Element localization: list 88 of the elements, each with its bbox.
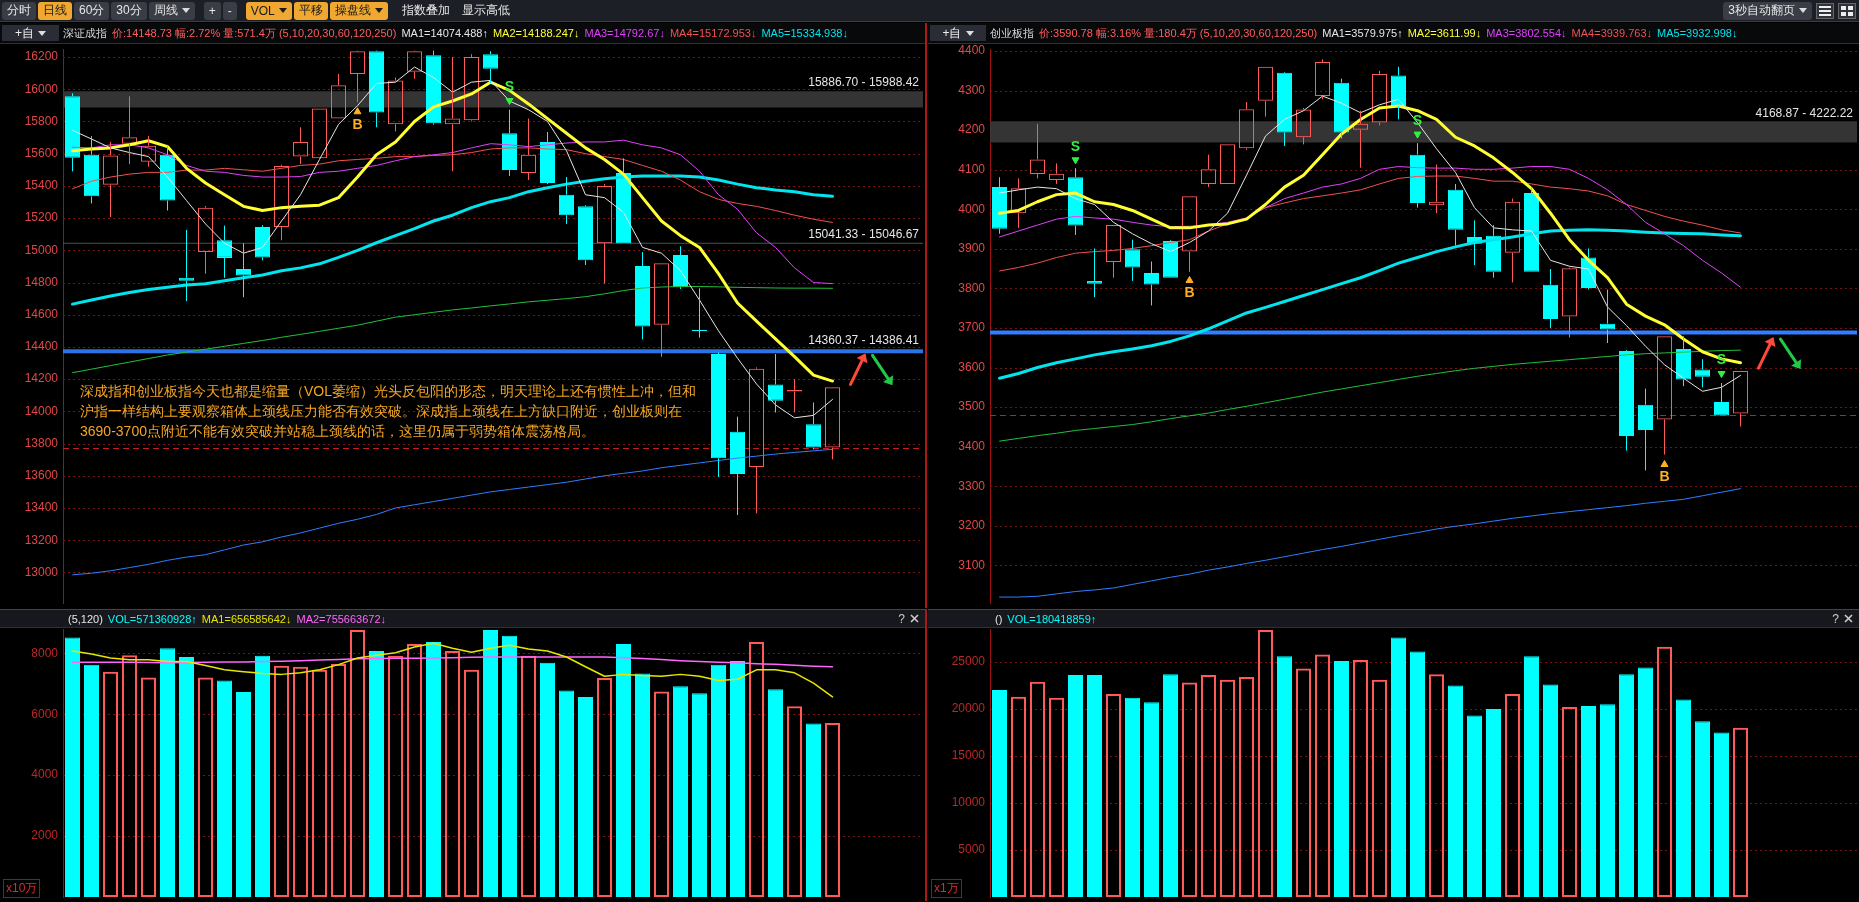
text: MA4=15172.953↓ [669,27,757,39]
text: MA2=755663672↓ [296,612,387,625]
y-tick-label: 13800 [24,435,59,450]
y-tick-label: 3100 [958,557,986,572]
band-label: 15886.70 - 15988.42 [808,75,920,90]
y-tick-label: 3700 [958,320,986,335]
band-label: 14360.37 - 14386.41 [808,333,920,348]
chart-title: 创业板指 [990,25,1034,41]
button: 日线 [38,1,72,20]
text: MA3=3802.554↓ [1486,27,1567,39]
y-tick-label: 4400 [958,43,986,58]
dropdown-button: 3秒自动翻页 [1723,1,1812,20]
text: B [1659,468,1670,485]
text: MA1=3579.975↑ [1322,27,1403,39]
text: MA4=3939.763↓ [1571,27,1653,39]
y-tick-label: 3400 [958,439,986,454]
y-tick-label: 15800 [24,113,59,128]
y-tick-label: 15000 [951,748,986,763]
y-tick-label: 6000 [31,706,59,721]
text: S [1070,137,1081,154]
y-tick-label: 20000 [951,701,986,716]
y-tick-label: 3800 [958,280,986,295]
button: 30分 [111,1,147,20]
y-tick-label: 15200 [24,210,59,225]
y-axis-title: x10万 [3,879,41,898]
text: MA5=15334.938↓ [761,27,848,39]
y-tick-label: 14000 [24,403,59,418]
y-tick-label: 14400 [24,339,59,354]
text: MA2=14188.247↓ [492,27,580,39]
text: MA2=3611.99↓ [1407,27,1482,39]
y-tick-label: 4000 [31,767,59,782]
chart-subtitle: () [995,612,1003,625]
series-label: B [1184,284,1195,301]
text: MA3=14792.67↓ [584,27,665,39]
chart-subtitle: (5,120) [68,612,103,625]
y-tick-label: 3600 [958,359,986,374]
dropdown-button: +自 [2,25,59,41]
chart-subtitle: 价:3590.78 幅:3.16% 量:180.4万 (5,10,20,30,60,120,250) [1039,25,1318,41]
dropdown-button: +自 [930,25,986,41]
y-tick-label: 3200 [958,518,986,533]
y-tick-label: 13400 [24,500,59,515]
text: 显示高低 [461,2,510,19]
y-tick-label: 3300 [958,478,986,493]
button: 分时 [2,1,36,20]
y-tick-label: 13600 [24,468,59,483]
y-tick-label: 13000 [24,564,59,579]
y-tick-label: 15600 [24,145,59,160]
y-tick-label: 15400 [24,178,59,193]
series-label: B [352,115,363,132]
dropdown-button: 操盘线 [329,1,388,20]
y-tick-label: 16200 [24,49,59,64]
text: VOL=180418859↑ [1007,612,1097,625]
y-tick-label: 4300 [958,82,986,97]
dropdown-button: 周线 [148,1,195,20]
y-tick-label: 3500 [958,399,986,414]
y-tick-label: 14800 [24,274,59,289]
text: MA5=3932.998↓ [1657,27,1738,39]
text: ? [1832,611,1839,626]
y-tick-label: 8000 [31,645,59,660]
y-tick-label: 14200 [24,371,59,386]
y-tick-label: 25000 [951,654,986,669]
chart-title: 深证成指 [63,25,107,41]
y-tick-label: 16000 [24,81,59,96]
band-label: 4168.87 - 4222.22 [1755,105,1854,120]
band-label: 15041.33 - 15046.67 [808,227,920,242]
y-tick-label: 4000 [958,201,986,216]
button: 平移 [293,1,328,20]
dropdown-button: VOL [245,1,292,20]
y-tick-label: 3900 [958,241,986,256]
y-tick-label: 13200 [24,532,59,547]
chart-subtitle: 价:14148.73 幅:2.72% 量:571.4万 (5,10,20,30,60,120,250) [112,25,397,41]
button: + [203,1,221,20]
button: - [222,1,237,20]
y-tick-label: 4100 [958,162,986,177]
y-tick-label: 4200 [958,122,986,137]
y-tick-label: 14600 [24,307,59,322]
y-tick-label: 10000 [951,795,986,810]
text: VOL=571360928↑ [107,612,197,625]
text: MA1=656585642↓ [201,612,292,625]
text: 指数叠加 [401,2,450,19]
y-tick-label: 5000 [958,842,986,857]
text: ? [898,611,905,626]
text: MA1=14074.488↑ [401,27,488,39]
annotation: 深成指和创业板指今天也都是缩量（VOL萎缩）光头反包阳的形态，明天理论上还有惯性上冲，但和沪指一样结构上要观察箱体上颈线压力能否有效突破。深成指上颈线在上方缺口附近，创业板则在3690-3700点附近不能有效突破并站稳上颈线的话，这里仍属于弱势箱体震荡格局。 [80,382,697,441]
y-tick-label: 2000 [31,828,59,843]
y-axis-title: x1万 [931,879,962,898]
button: 60分 [74,1,110,20]
y-tick-label: 15000 [24,242,59,257]
